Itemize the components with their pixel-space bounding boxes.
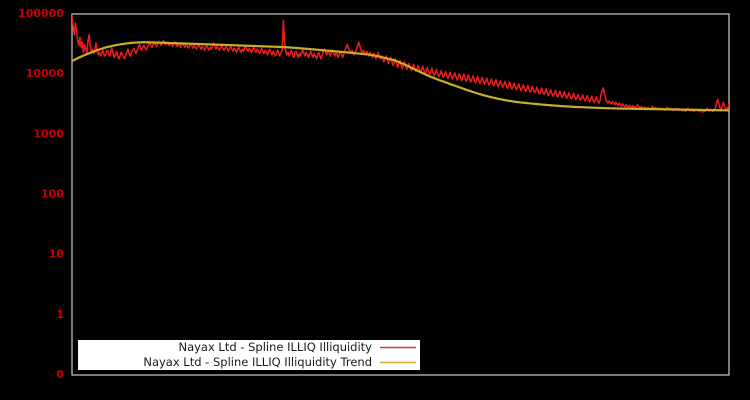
- chart-legend[interactable]: Nayax Ltd - Spline ILLIQ IlliquidityNaya…: [78, 340, 420, 370]
- y-axis-tick-label: 1: [56, 308, 64, 321]
- plot-series-group: [72, 14, 729, 113]
- series-line-illiquidity-trend: [72, 41, 729, 112]
- plot-frame: [71, 13, 730, 376]
- y-axis-tick-label: 100: [41, 188, 64, 201]
- legend-background: [78, 340, 420, 370]
- y-axis-tick-label: 10000: [26, 67, 65, 80]
- y-axis-tick-label: 1000: [33, 127, 64, 140]
- y-axis-tick-label: 10: [49, 248, 65, 261]
- legend-entry-label[interactable]: Nayax Ltd - Spline ILLIQ Illiquidity: [178, 340, 372, 354]
- legend-entry-label[interactable]: Nayax Ltd - Spline ILLIQ Illiquidity Tre…: [143, 355, 372, 369]
- y-axis-tick-label: 0: [56, 368, 64, 381]
- y-axis-tick-label: 100000: [18, 7, 64, 20]
